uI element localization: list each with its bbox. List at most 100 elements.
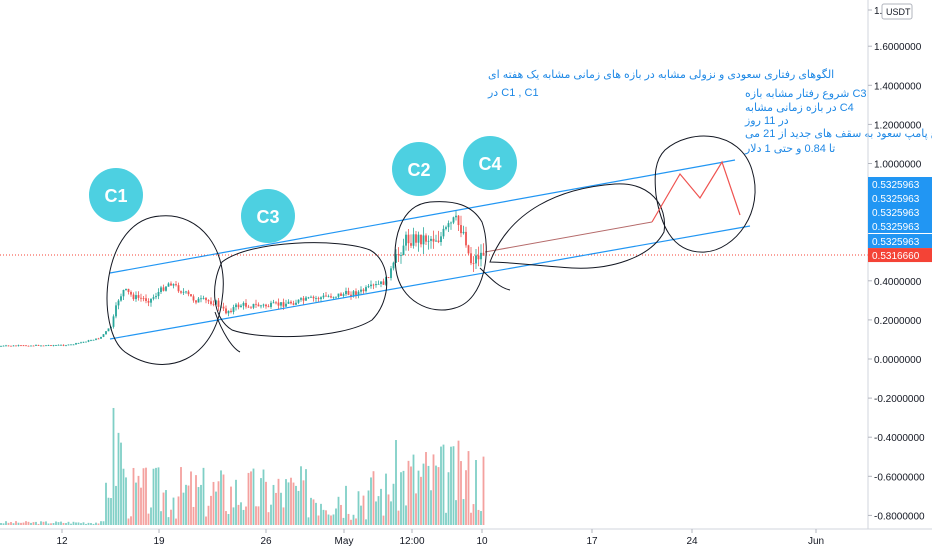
candle-body xyxy=(115,305,117,317)
bubble-label: C1 xyxy=(104,186,127,206)
volume-bar xyxy=(217,481,220,525)
candle-body xyxy=(150,298,152,303)
volume-bar xyxy=(182,492,185,525)
volume-bar xyxy=(297,490,300,525)
candle-body xyxy=(355,291,357,295)
y-tick-label: 1.4000000 xyxy=(874,81,922,92)
y-tick-label: -0.4000000 xyxy=(874,433,925,444)
volume-bar xyxy=(477,509,480,525)
volume-bar xyxy=(122,468,125,525)
volume-bar xyxy=(70,523,72,525)
callout-bubbles: C1 C3 C2 C4 xyxy=(89,136,517,243)
candle-body xyxy=(350,294,352,296)
y-tick-label: 0.2000000 xyxy=(874,316,922,327)
volume-bar xyxy=(337,496,340,525)
candle-body xyxy=(232,307,235,312)
volume-bar xyxy=(5,521,7,525)
volume-bar xyxy=(457,440,460,525)
candle-body xyxy=(207,300,210,302)
candle-body xyxy=(140,297,142,299)
trend-channel xyxy=(109,159,751,340)
volume-bar xyxy=(222,474,225,525)
price-axis[interactable]: 1.8 1.6000000 1.4000000 1.2000000 1.0000000 0… xyxy=(867,0,932,529)
volume-bar xyxy=(142,468,145,525)
volume-bar xyxy=(262,469,265,525)
channel-upper xyxy=(109,159,736,274)
volume-bar xyxy=(442,444,445,525)
volume-bar xyxy=(232,507,235,525)
candle-body xyxy=(52,345,55,347)
volume-bar xyxy=(390,501,392,525)
candle-body xyxy=(407,234,410,244)
candle-body xyxy=(420,234,422,245)
volume-bar xyxy=(277,478,280,525)
price-label: 0.5325963 xyxy=(872,208,920,219)
volume-bar xyxy=(330,515,332,525)
candles xyxy=(0,209,485,347)
volume-bar xyxy=(295,485,297,525)
time-axis[interactable]: 12 19 26 May 12:00 10 17 24 Jun xyxy=(0,528,932,547)
candle-body xyxy=(85,341,87,343)
volume-bar xyxy=(92,523,95,525)
candle-body xyxy=(435,240,437,242)
volume-bar xyxy=(55,521,57,525)
candle-body xyxy=(27,345,30,347)
candle-body xyxy=(70,344,72,346)
candle-body xyxy=(185,291,187,293)
drawn-outline xyxy=(479,267,511,291)
volume-bar xyxy=(467,451,470,525)
bubble-label: C3 xyxy=(256,207,279,227)
volume-bar xyxy=(167,517,170,525)
candle-body xyxy=(365,287,367,292)
volume-bar xyxy=(110,498,112,525)
volume-bar xyxy=(447,472,450,525)
candle-body xyxy=(415,234,417,243)
candle-body xyxy=(305,297,307,301)
candle-body xyxy=(457,215,460,226)
volume-bar xyxy=(60,521,62,525)
volume-bar xyxy=(342,517,345,525)
candle-body xyxy=(372,284,375,286)
volume-bar xyxy=(275,492,277,525)
candle-body xyxy=(2,345,5,347)
volume-bar xyxy=(285,479,287,525)
candle-body xyxy=(382,281,385,285)
drawn-outline xyxy=(654,135,756,253)
candle-body xyxy=(235,304,237,308)
volume-bar xyxy=(312,499,315,525)
volume-bar xyxy=(212,481,215,525)
candle-body xyxy=(312,296,315,299)
volume-bar xyxy=(387,494,390,525)
volume-bar xyxy=(470,512,472,525)
volume-bar xyxy=(77,522,80,525)
candle-body xyxy=(322,295,325,298)
candle-body xyxy=(272,302,275,304)
volume-bar xyxy=(225,511,227,525)
volume-bar xyxy=(482,456,485,525)
annotation-right-line: C3 شروع رفتار مشابه بازه xyxy=(745,88,867,100)
volume-bar xyxy=(192,506,195,525)
candle-body xyxy=(260,305,262,307)
volume-bar xyxy=(187,485,190,525)
y-tick-label: -0.6000000 xyxy=(874,472,925,483)
drawn-outline xyxy=(394,201,487,311)
volume-bar xyxy=(452,446,455,525)
candle-body xyxy=(440,236,442,243)
volume-bar xyxy=(430,490,432,525)
candle-body xyxy=(215,300,217,305)
volume-bar xyxy=(125,477,127,525)
candle-body xyxy=(475,255,477,264)
drawn-outline xyxy=(106,215,224,365)
candle-body xyxy=(400,255,402,256)
volume-bar xyxy=(82,522,85,525)
candle-body xyxy=(225,308,227,314)
candle-body xyxy=(40,345,42,347)
candle-body xyxy=(275,302,277,304)
candle-body xyxy=(425,235,427,242)
y-tick-label: -0.2000000 xyxy=(874,394,925,405)
volume-bar xyxy=(172,497,175,525)
volume-bar xyxy=(180,467,182,525)
candle-body xyxy=(412,234,415,246)
